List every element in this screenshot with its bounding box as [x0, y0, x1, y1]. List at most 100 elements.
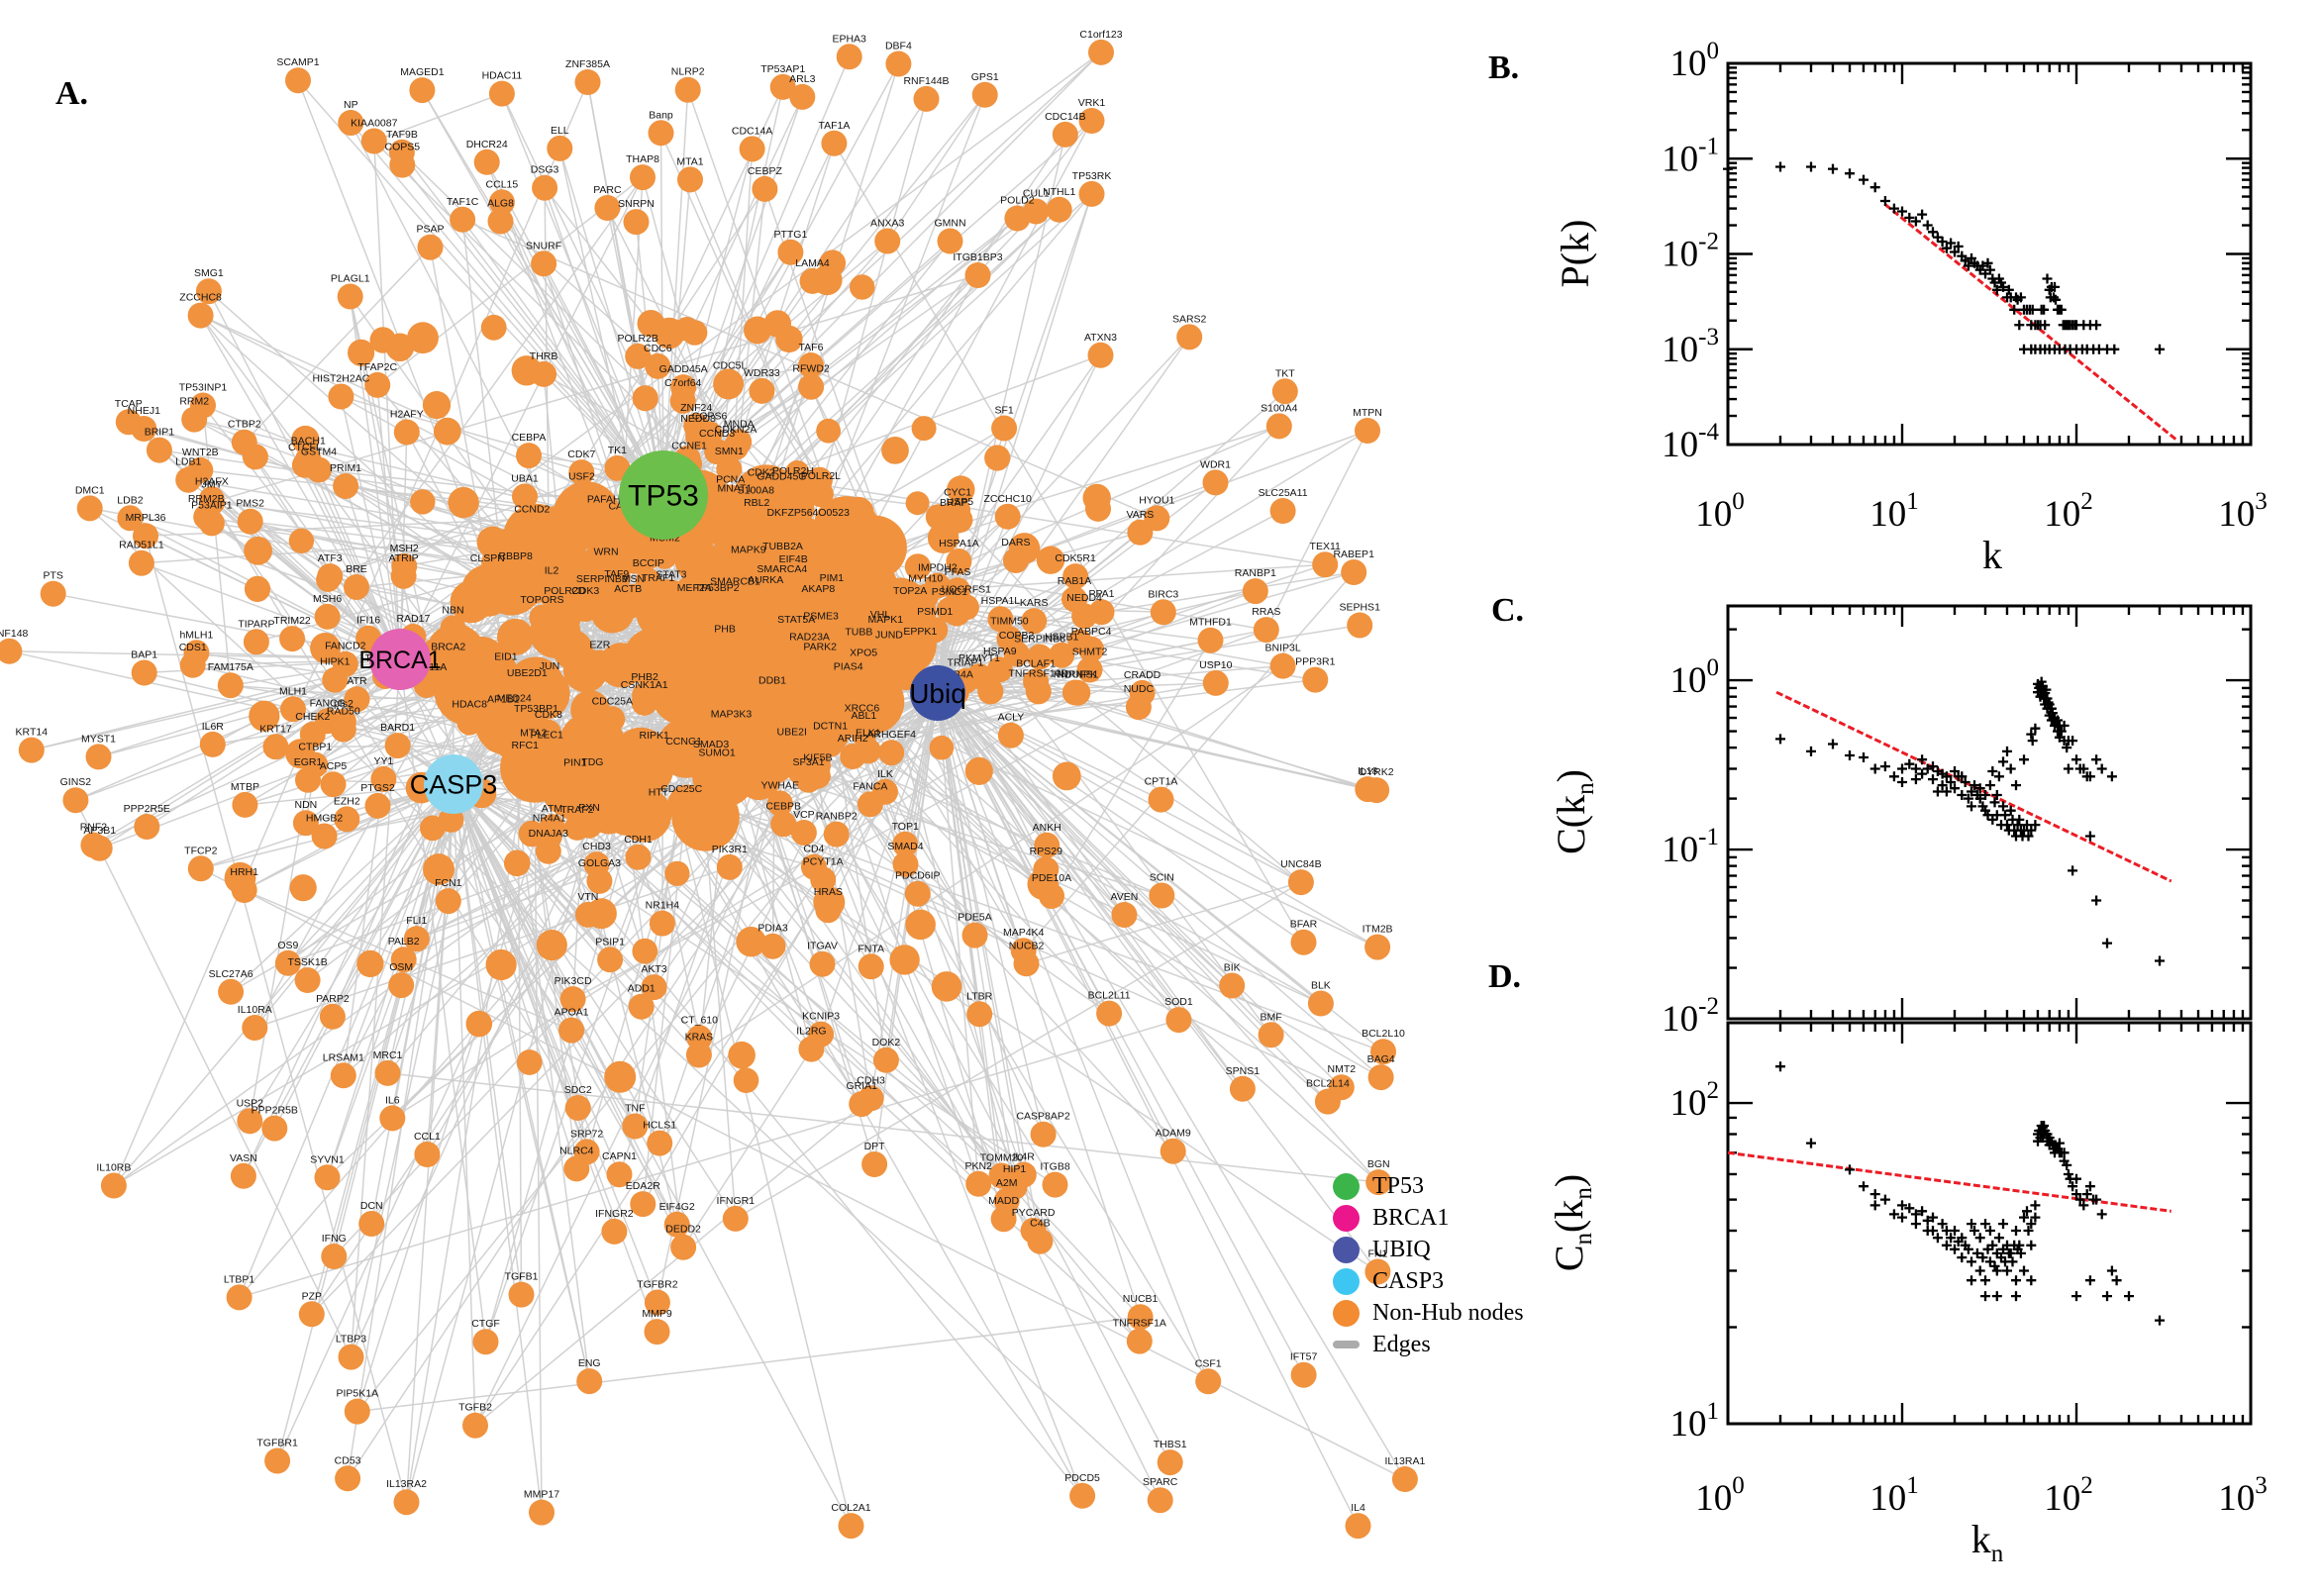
- legend-item-ubiq: UBIQ: [1333, 1234, 1524, 1265]
- network-edge: [249, 779, 309, 1122]
- data-point: [2026, 1240, 2037, 1250]
- panel-b-label: B.: [1488, 50, 1520, 86]
- legend-label: TP53: [1372, 1172, 1425, 1199]
- network-edge: [904, 609, 951, 845]
- data-point: [1917, 768, 1928, 779]
- network-edge: [659, 133, 664, 496]
- data-point: [2019, 1265, 2029, 1276]
- x-tick-label: 103: [2218, 488, 2268, 535]
- data-point: [1806, 746, 1816, 756]
- data-point: [1828, 739, 1838, 749]
- network-edge: [403, 51, 1102, 567]
- data-point: [1987, 766, 1998, 776]
- panel-c-label: C.: [1491, 592, 1525, 629]
- data-point: [2011, 1291, 2021, 1302]
- data-point: [1932, 1233, 1943, 1244]
- data-point: [1775, 1061, 1785, 1072]
- data-point: [2011, 780, 2021, 791]
- data-point: [1993, 1233, 2004, 1244]
- data-point: [2071, 1291, 2081, 1302]
- data-point: [2068, 865, 2078, 876]
- data-point: [1991, 1291, 2002, 1302]
- data-point: [1869, 1189, 1880, 1200]
- data-point: [2124, 1291, 2134, 1302]
- data-point: [1775, 161, 1785, 172]
- data-point: [2084, 1275, 2095, 1286]
- data-point: [1928, 774, 1938, 785]
- network-edge: [401, 151, 664, 496]
- network-edge: [642, 692, 939, 1205]
- network-legend: TP53 BRCA1 UBIQ CASP3 Non-Hub nodes Edge…: [1333, 1170, 1524, 1360]
- x-tick-label: 100: [1695, 1472, 1745, 1519]
- data-point: [2091, 895, 2102, 906]
- y-axis-title: C(kn​): [1549, 769, 1599, 854]
- x-tick-label: 102: [2044, 488, 2093, 535]
- network-edge: [937, 692, 1035, 1232]
- data-point: [2011, 1226, 2021, 1236]
- data-point: [1998, 756, 2008, 767]
- network-edge: [662, 51, 1102, 496]
- legend-label: Edges: [1372, 1331, 1431, 1357]
- data-point: [2014, 320, 2025, 331]
- x-tick-label: 102: [2044, 1472, 2093, 1519]
- data-point: [2063, 763, 2073, 774]
- data-point: [1980, 1275, 1990, 1286]
- network-edge: [1265, 430, 1368, 631]
- data-point: [1967, 1275, 1976, 1286]
- data-point: [1922, 220, 1933, 231]
- data-point: [1879, 761, 1890, 772]
- data-point: [1806, 1138, 1816, 1148]
- data-point: [2005, 763, 2016, 774]
- data-point: [2071, 754, 2081, 765]
- network-edge: [937, 692, 1180, 1021]
- legend-item-brca1: BRCA1: [1333, 1202, 1524, 1234]
- data-point: [2019, 754, 2029, 765]
- data-point: [2011, 1275, 2021, 1286]
- data-point: [1845, 168, 1855, 179]
- network-edge: [886, 94, 986, 242]
- legend-item-edges: Edges: [1333, 1329, 1524, 1360]
- data-point: [2155, 955, 2165, 966]
- y-tick-label: 10-2: [1662, 229, 1719, 275]
- network-edge: [937, 692, 976, 936]
- data-point: [2002, 746, 2012, 756]
- network-edge: [244, 247, 432, 444]
- network-edge: [326, 616, 678, 1226]
- data-point: [1980, 1219, 1990, 1230]
- data-point: [1984, 780, 1995, 791]
- data-point: [1980, 1291, 1990, 1302]
- network-edge: [401, 164, 664, 496]
- y-tick-label: 102: [1670, 1077, 1720, 1124]
- data-point: [1928, 1226, 1938, 1236]
- data-point: [2155, 1315, 2165, 1326]
- data-point: [1806, 161, 1816, 172]
- network-edge: [199, 315, 401, 660]
- brca1-swatch-icon: [1333, 1204, 1360, 1232]
- y-tick-label: 10-2: [1662, 993, 1719, 1040]
- data-point: [1917, 209, 1928, 220]
- network-edge: [350, 122, 664, 496]
- y-tick-label: 10-3: [1662, 324, 1719, 370]
- network-edge: [453, 783, 737, 1220]
- network-edge: [304, 464, 401, 660]
- data-point: [1897, 763, 1907, 774]
- edge-swatch-icon: [1333, 1341, 1360, 1348]
- data-point: [2096, 763, 2107, 774]
- legend-label: BRCA1: [1372, 1204, 1450, 1231]
- legend-label: Non-Hub nodes: [1372, 1299, 1524, 1326]
- network-edge: [585, 515, 684, 1247]
- x-axis-title: k: [1982, 533, 2002, 577]
- data-point: [1910, 1219, 1921, 1230]
- network-edge: [937, 692, 1384, 1052]
- network-edge: [211, 274, 978, 504]
- x-tick-label: 103: [2218, 1472, 2268, 1519]
- plot-panel-D: 102 101 100 101 102 103 kn​ Cn​(kn​): [1547, 1021, 2268, 1567]
- data-point: [2106, 771, 2117, 782]
- data-point: [2155, 344, 2165, 354]
- panel-d-label: D.: [1488, 958, 1522, 995]
- legend-item-nonhub: Non-Hub nodes: [1333, 1297, 1524, 1329]
- data-point: [1888, 771, 1899, 782]
- y-tick-label: 100: [1670, 654, 1720, 701]
- network-graph: ARL3BanpTAF9BMAGED1DHCR24CDC14ATP53RKKIA…: [0, 29, 1425, 1540]
